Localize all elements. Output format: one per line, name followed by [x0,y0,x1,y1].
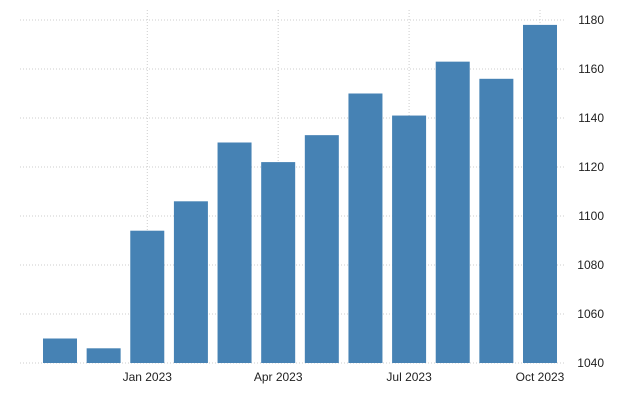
bars [43,24,557,364]
bar [304,135,339,363]
y-axis-tick-labels: 1040 1060 1080 1100 1120 1140 1160 1180 [577,13,604,370]
bar [348,93,383,363]
bar [173,201,208,363]
bar [523,24,557,364]
x-tick-label: Jul 2023 [386,370,432,384]
y-tick-label: 1080 [577,258,604,272]
y-tick-label: 1160 [578,62,604,76]
bar [130,230,165,363]
bar [261,162,296,363]
x-tick-label: Oct 2023 [516,370,565,384]
y-tick-label: 1120 [578,160,604,174]
y-tick-label: 1060 [577,307,604,321]
bar [217,142,252,363]
x-axis-tick-labels: Jan 2023 Apr 2023 Jul 2023 Oct 2023 [123,370,565,384]
bar [435,61,470,364]
bar [392,115,427,363]
y-tick-label: 1100 [578,209,604,223]
bar [43,338,77,363]
y-tick-label: 1180 [578,13,604,27]
x-tick-label: Apr 2023 [254,370,303,384]
bar [86,348,121,363]
x-tick-label: Jan 2023 [123,370,173,384]
y-tick-label: 1140 [578,111,604,125]
bar [479,78,514,364]
y-tick-label: 1040 [577,356,604,370]
